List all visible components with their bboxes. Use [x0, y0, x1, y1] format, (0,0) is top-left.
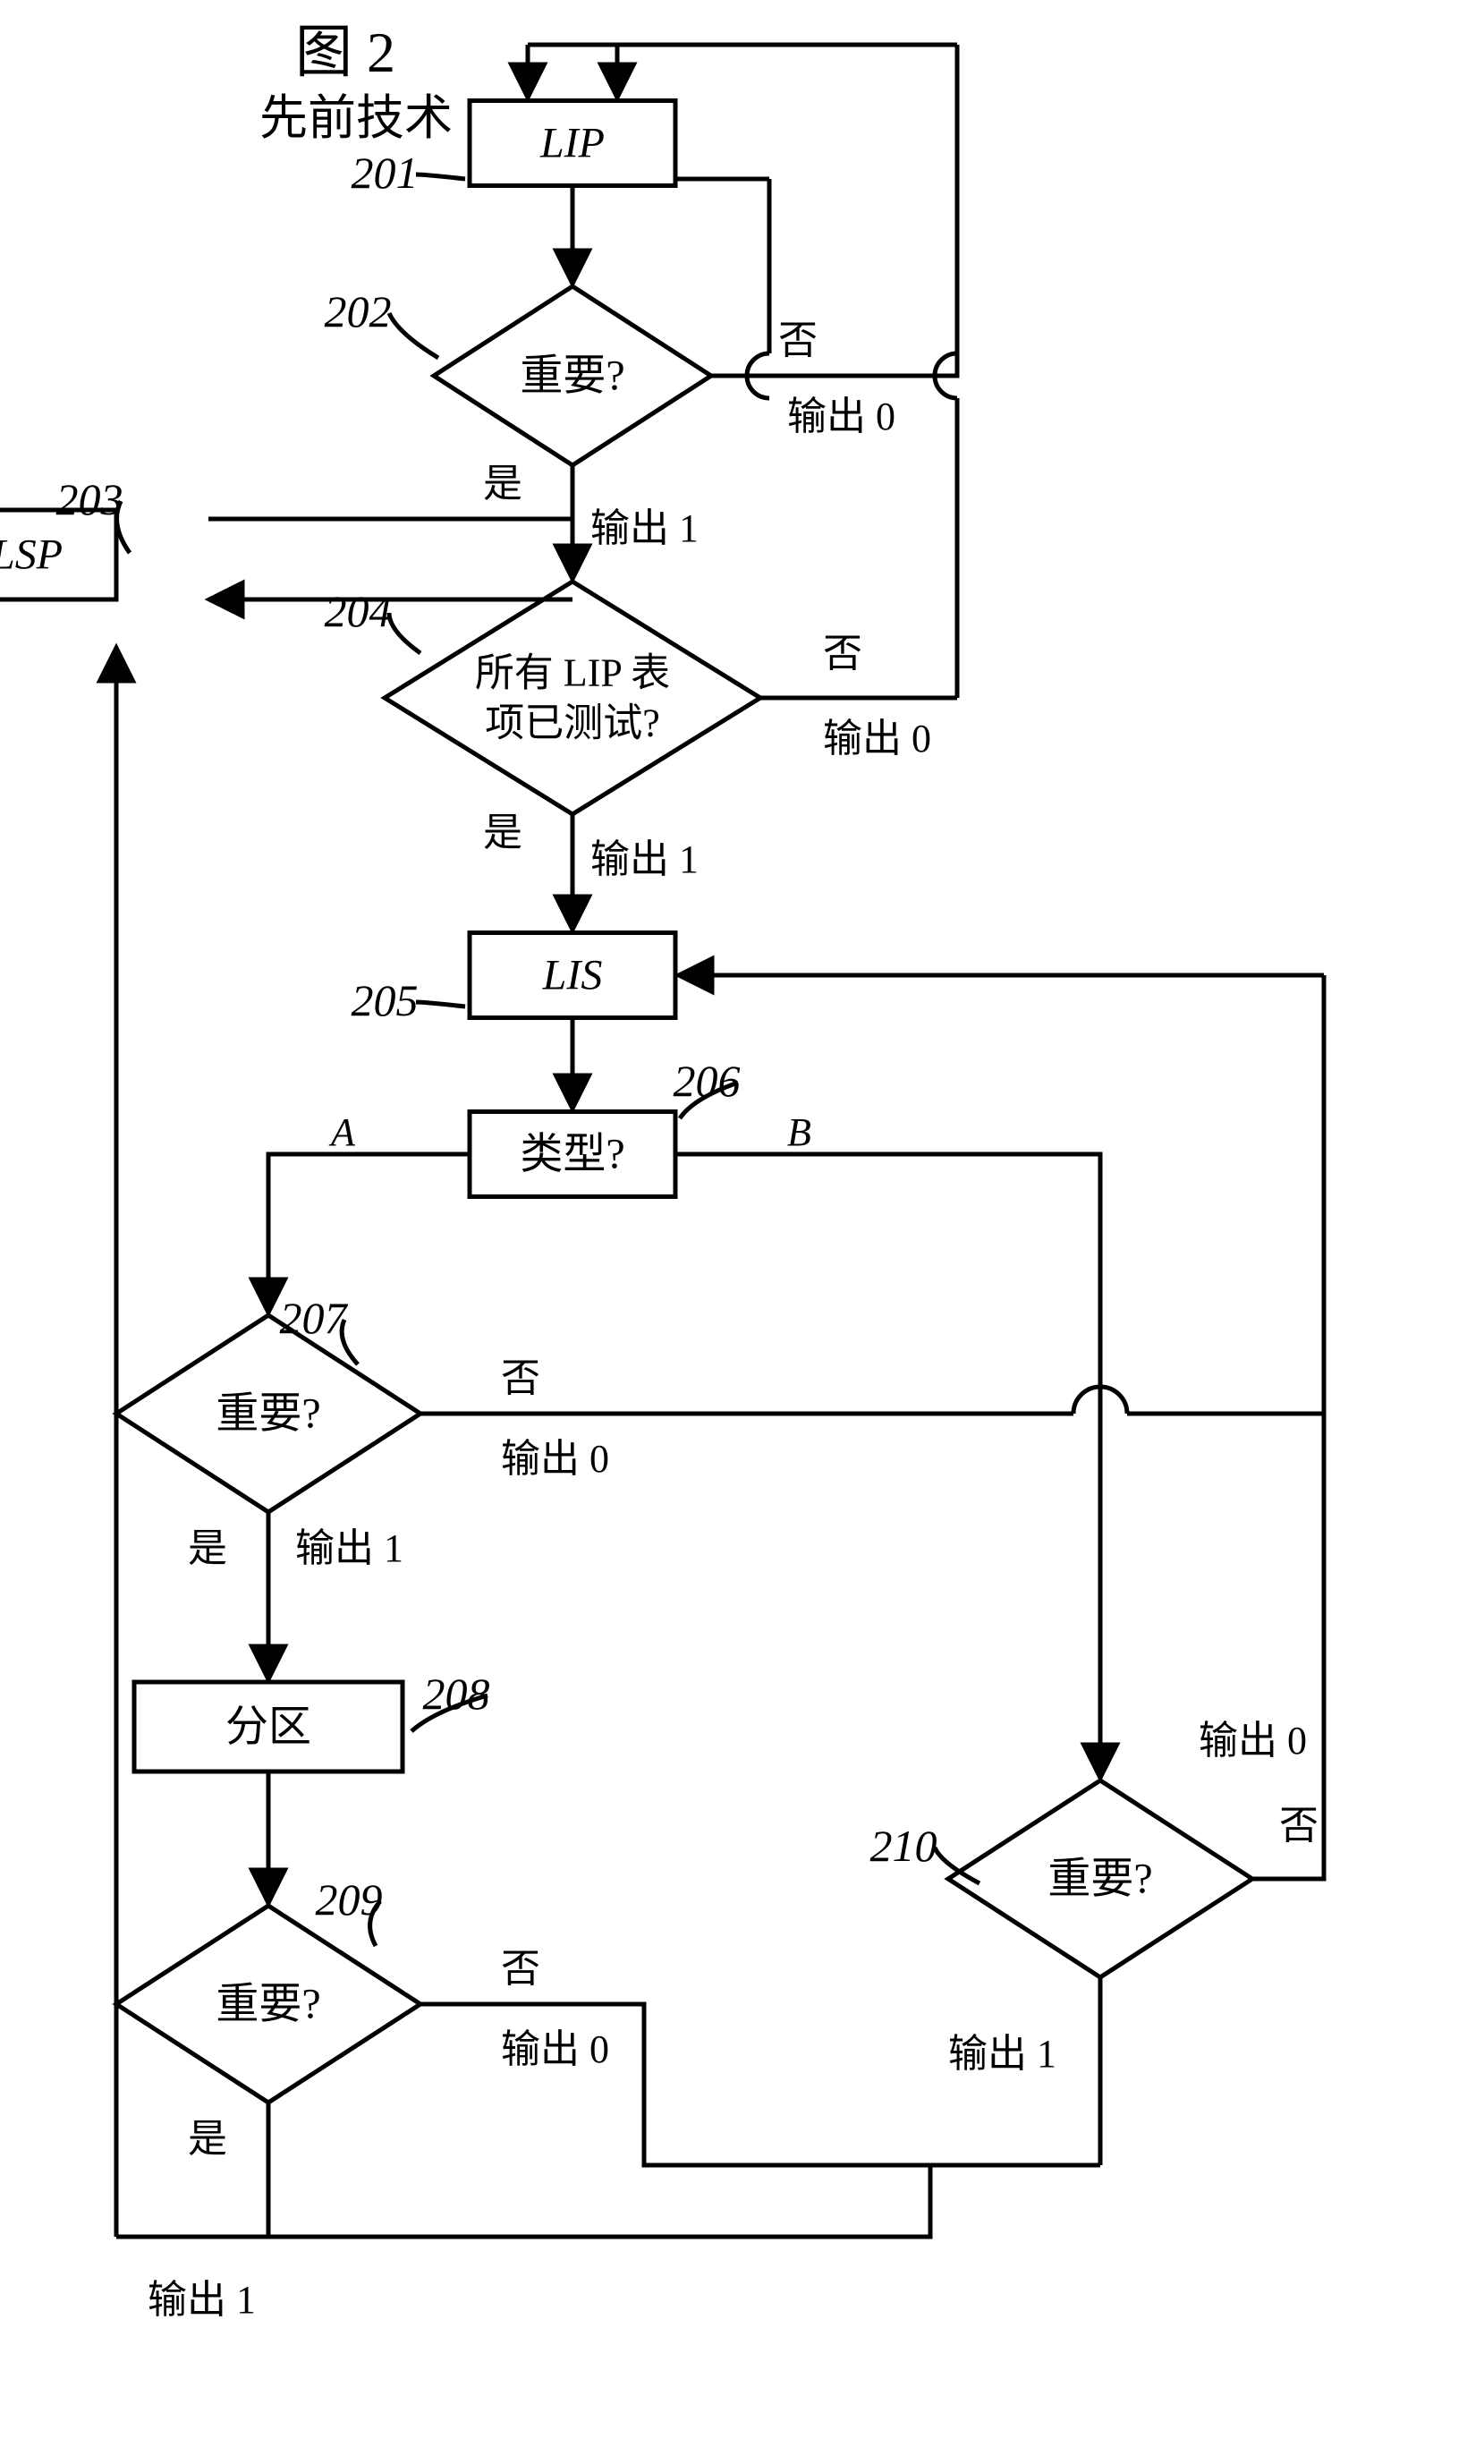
- refnum-text-205: 205: [352, 975, 419, 1025]
- edge-label-204-out0: 输出 0: [823, 717, 931, 760]
- edge-label-final-out1: 输出 1: [148, 2278, 256, 2322]
- edge-label-202-out1: 输出 1: [590, 506, 699, 550]
- node-210: 重要?: [948, 1780, 1252, 1977]
- node-label-202: 重要?: [520, 353, 624, 400]
- refnum-202: 202: [325, 286, 439, 358]
- edge-label-202-out0: 输出 0: [787, 395, 895, 438]
- edge-label-209-no: 否: [501, 1947, 540, 1991]
- edge-label-204-out1: 输出 1: [590, 837, 699, 881]
- node-label-201: LIP: [539, 120, 605, 167]
- node-label-207: 重要?: [216, 1390, 320, 1438]
- edge-label-210-out0: 输出 0: [1199, 1719, 1307, 1763]
- node-207: 重要?: [116, 1315, 420, 1512]
- edge-label-207-yes: 是: [188, 1526, 227, 1570]
- refnum-text-202: 202: [325, 286, 392, 336]
- node-209: 重要?: [116, 1906, 420, 2103]
- node-204: 所有 LIP 表项已测试?: [385, 582, 760, 814]
- edge-label-206-A: A: [328, 1110, 356, 1154]
- refnum-209: 209: [316, 1874, 383, 1946]
- refnum-text-210: 210: [870, 1821, 937, 1871]
- refnum-text-208: 208: [423, 1669, 490, 1719]
- edge-label-206-B: B: [787, 1110, 811, 1154]
- edge-label-209-out0: 输出 0: [501, 2027, 609, 2071]
- flowchart-canvas: 图 2 先前技术 LIP 重要? LSP 所有 LIP 表项已测试? LIS 类型? 重要?…: [0, 0, 1484, 2464]
- refnum-210: 210: [870, 1821, 980, 1883]
- node-label-210: 重要?: [1047, 1856, 1152, 1903]
- edge-label-209-yes: 是: [188, 2117, 227, 2161]
- edge-label-202-no: 否: [778, 319, 818, 362]
- node-label-204-l0: 所有 LIP 表: [475, 651, 670, 695]
- node-206: 类型?: [470, 1112, 675, 1197]
- node-202: 重要?: [434, 286, 711, 465]
- node-label-205: LIS: [542, 952, 603, 999]
- edge-label-210-no: 否: [1279, 1804, 1319, 1848]
- edge-label-204-yes: 是: [483, 811, 522, 854]
- node-label-204-l1: 项已测试?: [485, 701, 660, 745]
- figure-title: 图 2: [295, 21, 395, 84]
- refnum-text-204: 204: [325, 586, 392, 636]
- node-label-203: LSP: [0, 531, 63, 579]
- refnum-201: 201: [352, 148, 466, 198]
- edge-label-202-yes: 是: [483, 462, 522, 506]
- node-label-206: 类型?: [520, 1131, 624, 1178]
- figure-subtitle: 先前技术: [259, 91, 453, 145]
- edge-label-210-out1: 输出 1: [948, 2032, 1056, 2076]
- refnum-208: 208: [411, 1669, 490, 1731]
- refnum-text-207: 207: [280, 1293, 349, 1343]
- edge-label-207-out0: 输出 0: [501, 1437, 609, 1481]
- refnum-text-201: 201: [352, 148, 419, 198]
- node-label-208: 分区: [225, 1704, 311, 1751]
- refnum-text-203: 203: [56, 474, 123, 524]
- node-201: LIP: [470, 101, 675, 186]
- refnum-204: 204: [325, 586, 421, 653]
- edge-label-204-no: 否: [823, 632, 862, 675]
- refnum-206: 206: [674, 1056, 741, 1118]
- edge-label-207-no: 否: [501, 1356, 540, 1400]
- edge-label-207-out1: 输出 1: [295, 1526, 403, 1570]
- node-208: 分区: [134, 1682, 403, 1772]
- node-label-209: 重要?: [216, 1981, 320, 2028]
- node-205: LIS: [470, 933, 675, 1018]
- refnum-205: 205: [352, 975, 466, 1025]
